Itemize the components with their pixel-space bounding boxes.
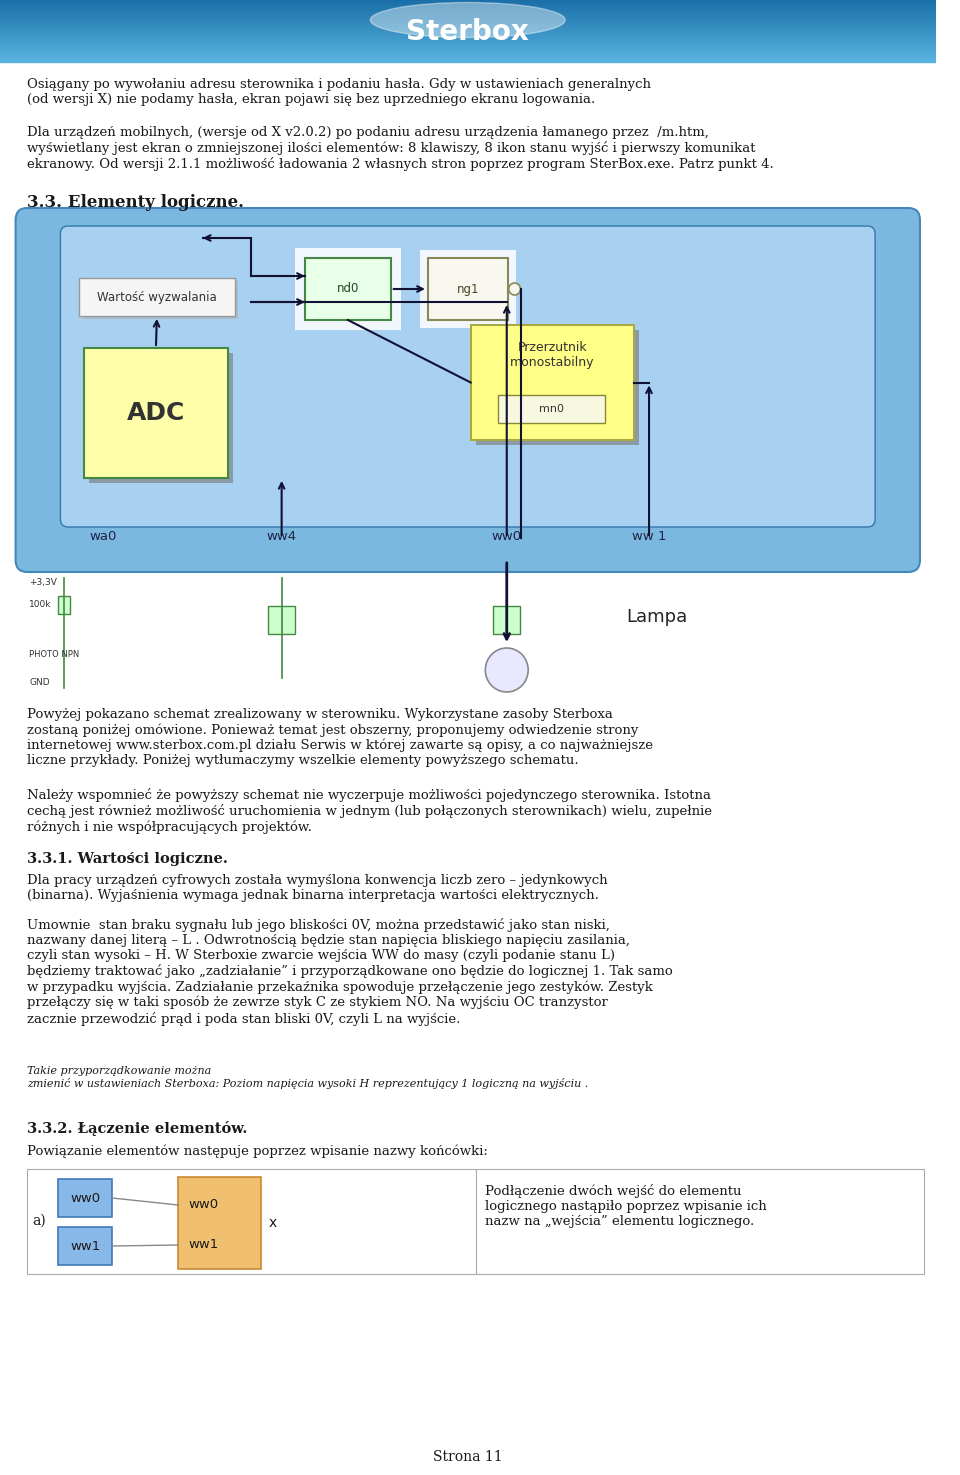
Text: Powyżej pokazano schemat zrealizowany w sterowniku. Wykorzystane zasoby Sterboxa: Powyżej pokazano schemat zrealizowany w … bbox=[27, 708, 654, 767]
Bar bbox=[493, 606, 520, 634]
FancyBboxPatch shape bbox=[88, 353, 233, 482]
Text: ww4: ww4 bbox=[267, 530, 297, 543]
Text: ww0: ww0 bbox=[492, 530, 522, 543]
Bar bbox=[59, 596, 70, 614]
Text: Przerzutnik
monostabilny: Przerzutnik monostabilny bbox=[511, 341, 595, 369]
Text: Dla pracy urządzeń cyfrowych została wymyślona konwencja liczb zero – jedynkowyc: Dla pracy urządzeń cyfrowych została wym… bbox=[27, 875, 608, 903]
FancyBboxPatch shape bbox=[179, 1177, 261, 1268]
FancyBboxPatch shape bbox=[15, 208, 920, 572]
Text: Sterbox: Sterbox bbox=[406, 18, 529, 46]
Text: wa0: wa0 bbox=[89, 530, 117, 543]
Text: ww 1: ww 1 bbox=[632, 530, 666, 543]
Text: +3,3V: +3,3V bbox=[29, 578, 57, 587]
FancyBboxPatch shape bbox=[420, 249, 516, 327]
Text: 3.3.2. Łączenie elementów.: 3.3.2. Łączenie elementów. bbox=[27, 1121, 248, 1136]
Text: Strona 11: Strona 11 bbox=[433, 1450, 503, 1465]
FancyBboxPatch shape bbox=[475, 330, 639, 445]
Bar bbox=[27, 1170, 475, 1274]
FancyBboxPatch shape bbox=[305, 258, 391, 320]
Text: Umownie  stan braku sygnału lub jego bliskości 0V, można przedstawić jako stan n: Umownie stan braku sygnału lub jego blis… bbox=[27, 917, 673, 1025]
Text: Osiągany po wywołaniu adresu sterownika i podaniu hasła. Gdy w ustawieniach gene: Osiągany po wywołaniu adresu sterownika … bbox=[27, 78, 651, 106]
Text: Dla urządzeń mobilnych, (wersje od X v2.0.2) po podaniu adresu urządzenia łamane: Dla urządzeń mobilnych, (wersje od X v2.… bbox=[27, 125, 774, 171]
Text: Lampa: Lampa bbox=[627, 608, 688, 625]
FancyBboxPatch shape bbox=[60, 226, 876, 527]
Text: mn0: mn0 bbox=[540, 404, 564, 414]
Text: ww0: ww0 bbox=[70, 1192, 101, 1205]
FancyBboxPatch shape bbox=[498, 395, 605, 423]
FancyBboxPatch shape bbox=[428, 258, 508, 320]
FancyBboxPatch shape bbox=[82, 282, 238, 319]
Ellipse shape bbox=[371, 3, 565, 37]
Text: ww1: ww1 bbox=[70, 1239, 101, 1252]
Text: x: x bbox=[269, 1215, 277, 1230]
FancyBboxPatch shape bbox=[59, 1179, 112, 1217]
Text: ww1: ww1 bbox=[188, 1239, 218, 1251]
Circle shape bbox=[486, 648, 528, 692]
FancyBboxPatch shape bbox=[79, 277, 235, 316]
Circle shape bbox=[509, 283, 520, 295]
Text: ADC: ADC bbox=[127, 401, 185, 425]
Bar bbox=[268, 606, 296, 634]
Text: Takie przyporządkowanie można
zmienić w ustawieniach Sterboxa: Poziom napięcia w: Takie przyporządkowanie można zmienić w … bbox=[27, 1066, 588, 1089]
Text: GND: GND bbox=[29, 678, 50, 687]
Text: 3.3.1. Wartości logiczne.: 3.3.1. Wartości logiczne. bbox=[27, 853, 228, 866]
Text: PHOTO NPN: PHOTO NPN bbox=[29, 650, 80, 659]
Text: Wartość wyzwalania: Wartość wyzwalania bbox=[97, 291, 217, 304]
Text: Należy wspomnieć że powyższy schemat nie wyczerpuje możliwości pojedynczego ster: Należy wspomnieć że powyższy schemat nie… bbox=[27, 788, 712, 833]
Text: a): a) bbox=[32, 1214, 46, 1229]
FancyBboxPatch shape bbox=[59, 1227, 112, 1266]
Text: ng1: ng1 bbox=[457, 283, 479, 295]
Bar bbox=[475, 1170, 924, 1274]
Text: ww0: ww0 bbox=[188, 1199, 218, 1211]
Text: 100k: 100k bbox=[29, 600, 52, 609]
FancyBboxPatch shape bbox=[84, 348, 228, 478]
FancyBboxPatch shape bbox=[470, 324, 635, 440]
Text: 3.3. Elementy logiczne.: 3.3. Elementy logiczne. bbox=[27, 195, 244, 211]
Text: Powiązanie elementów następuje poprzez wpisanie nazwy końcówki:: Powiązanie elementów następuje poprzez w… bbox=[27, 1145, 489, 1158]
FancyBboxPatch shape bbox=[296, 248, 400, 330]
Text: Podłączenie dwóch wejść do elementu
logicznego nastąpiło poprzez wpisanie ich
na: Podłączenie dwóch wejść do elementu logi… bbox=[486, 1184, 767, 1229]
Text: nd0: nd0 bbox=[337, 283, 359, 295]
